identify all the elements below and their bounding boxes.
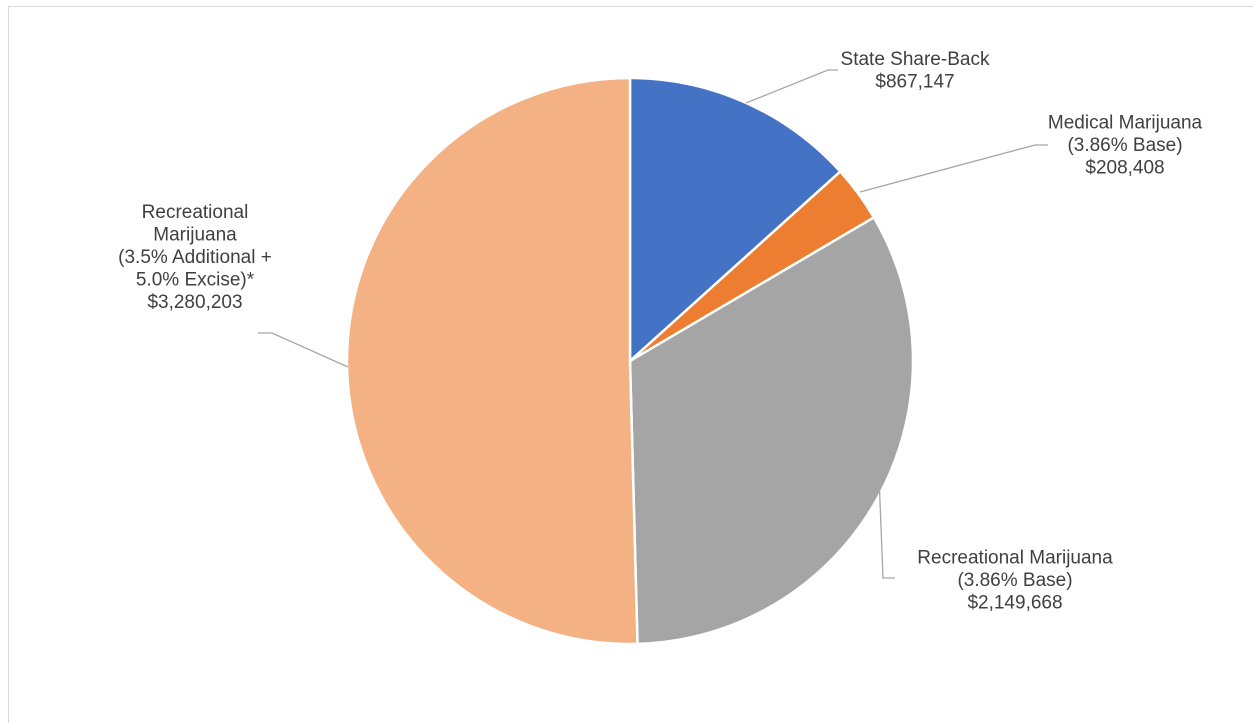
data-label-name-line: (3.86% Base)	[1067, 135, 1182, 156]
leader-line-state-share-back	[745, 69, 838, 104]
data-label-value: $3,280,203	[147, 292, 242, 313]
data-label-name-line: (3.86% Base)	[957, 570, 1072, 591]
pie-slice-recreational-marijuana-3-5-additional-5-0-excise	[345, 76, 639, 646]
leader-lines-layer	[258, 69, 1048, 579]
data-label-medical-marijuana-3-86-base: Medical Marijuana (3.86% Base) $208,408	[1048, 113, 1203, 179]
data-label-name-line: Marijuana	[153, 225, 237, 246]
data-label-value: $2,149,668	[967, 593, 1062, 614]
leader-line-medical-marijuana-3-86-base	[859, 144, 1048, 193]
slices-layer	[345, 76, 915, 646]
data-label-recreational-marijuana-3-5-additional-5-0-excise: Recreational Marijuana (3.5% Additional +5…	[118, 202, 272, 313]
data-label-recreational-marijuana-3-86-base: Recreational Marijuana (3.86% Base) $2,149…	[917, 548, 1113, 614]
data-label-value: $208,408	[1085, 158, 1164, 179]
data-label-value: $867,147	[875, 71, 954, 92]
data-label-name-line: Medical Marijuana	[1048, 113, 1203, 134]
leader-line-recreational-marijuana-3-86-base	[878, 475, 895, 579]
pie-slice-state-share-back	[628, 76, 842, 363]
data-label-name-line: 5.0% Excise)*	[136, 270, 255, 291]
data-label-name-line: (3.5% Additional +	[118, 247, 272, 268]
data-label-name-line: State Share-Back	[841, 49, 990, 70]
leader-line-recreational-marijuana-3-5-additional-5-0-excise	[258, 332, 349, 368]
data-label-state-share-back: State Share-Back $867,147	[841, 49, 990, 93]
data-labels-layer: State Share-Back $867,147 Medical Marijuan…	[118, 49, 1202, 614]
data-label-name-line: Recreational	[142, 202, 249, 223]
pie-slice-recreational-marijuana-3-86-base	[628, 216, 915, 646]
data-label-name-line: Recreational Marijuana	[917, 548, 1113, 569]
